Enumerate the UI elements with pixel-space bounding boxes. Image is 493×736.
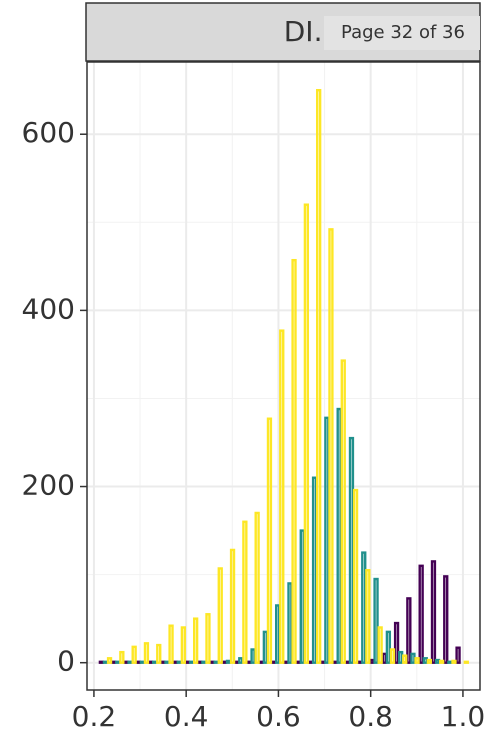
bar bbox=[455, 646, 461, 664]
panel-border bbox=[86, 61, 481, 691]
bar bbox=[254, 511, 260, 664]
bar bbox=[131, 645, 137, 664]
bar bbox=[106, 657, 113, 664]
bar bbox=[307, 660, 314, 664]
page-indicator: Page 32 of 36 bbox=[341, 22, 465, 43]
bar bbox=[135, 660, 141, 664]
y-tick-label: 400 bbox=[22, 292, 75, 325]
bar bbox=[365, 569, 371, 664]
bar bbox=[439, 659, 445, 664]
bar bbox=[279, 329, 285, 664]
y-tick-label: 600 bbox=[22, 116, 75, 149]
bar bbox=[348, 436, 355, 664]
bar bbox=[447, 660, 453, 664]
bar bbox=[221, 660, 227, 664]
bar bbox=[234, 660, 240, 664]
bar bbox=[197, 660, 203, 664]
bar bbox=[172, 660, 178, 664]
bar bbox=[393, 621, 400, 664]
bar bbox=[156, 643, 162, 664]
x-tick-label: 1.0 bbox=[441, 700, 486, 733]
bar bbox=[422, 657, 428, 664]
bar bbox=[192, 617, 199, 664]
bar bbox=[357, 660, 363, 664]
bar bbox=[398, 650, 404, 664]
bar bbox=[205, 613, 211, 664]
bar bbox=[168, 624, 174, 664]
x-tick-label: 0.6 bbox=[256, 700, 301, 733]
bar bbox=[316, 88, 322, 664]
bar bbox=[352, 488, 359, 664]
bar bbox=[426, 658, 433, 664]
bar bbox=[262, 630, 269, 664]
bar bbox=[102, 660, 109, 664]
bar bbox=[225, 659, 232, 664]
bar bbox=[176, 660, 182, 664]
bar bbox=[242, 520, 248, 664]
bar bbox=[320, 660, 326, 664]
bar bbox=[418, 564, 424, 664]
y-tick-label: 0 bbox=[57, 645, 75, 678]
bar bbox=[434, 658, 441, 664]
bar bbox=[119, 650, 125, 664]
bar bbox=[328, 228, 334, 664]
bar bbox=[164, 660, 170, 664]
bar bbox=[410, 652, 416, 664]
bar bbox=[127, 660, 133, 664]
bar bbox=[291, 258, 297, 664]
x-tick-label: 0.4 bbox=[164, 700, 209, 733]
bar bbox=[303, 203, 310, 664]
bar bbox=[324, 416, 330, 664]
bar bbox=[213, 660, 219, 664]
bar bbox=[143, 642, 150, 664]
x-tick-label: 0.8 bbox=[348, 700, 393, 733]
bar bbox=[402, 654, 408, 664]
y-tick-label: 200 bbox=[22, 469, 75, 502]
bar bbox=[377, 626, 383, 664]
bar bbox=[217, 567, 223, 664]
bar bbox=[180, 626, 186, 664]
bar bbox=[209, 660, 215, 664]
bar bbox=[266, 417, 273, 664]
bar bbox=[258, 660, 264, 664]
bar bbox=[123, 660, 129, 664]
bar bbox=[406, 597, 412, 664]
bar bbox=[275, 604, 281, 664]
bar bbox=[295, 660, 301, 664]
bar bbox=[184, 660, 191, 664]
bar bbox=[270, 660, 277, 664]
bar bbox=[385, 630, 392, 664]
bar bbox=[332, 660, 338, 664]
bar bbox=[451, 659, 457, 664]
bar bbox=[188, 660, 195, 664]
bar bbox=[160, 660, 166, 664]
bar bbox=[311, 476, 318, 664]
bar bbox=[201, 660, 207, 664]
bar bbox=[443, 575, 449, 664]
bar bbox=[299, 529, 305, 664]
bar bbox=[283, 660, 289, 664]
bar bbox=[389, 648, 396, 664]
bar bbox=[344, 660, 351, 664]
bar bbox=[98, 660, 105, 664]
bar bbox=[340, 359, 346, 664]
bar bbox=[463, 660, 469, 664]
bar bbox=[110, 660, 117, 664]
bar bbox=[151, 660, 158, 664]
bar bbox=[139, 660, 145, 664]
bar bbox=[246, 660, 252, 664]
x-tick-label: 0.2 bbox=[72, 700, 117, 733]
bar bbox=[373, 577, 379, 664]
page-indicator-bg bbox=[324, 16, 480, 50]
bar bbox=[361, 551, 367, 664]
bar bbox=[369, 658, 375, 664]
bar bbox=[115, 660, 121, 664]
bar bbox=[287, 582, 293, 664]
bar bbox=[147, 660, 154, 664]
bar bbox=[414, 657, 420, 664]
bar bbox=[229, 548, 236, 664]
bar bbox=[430, 560, 437, 664]
